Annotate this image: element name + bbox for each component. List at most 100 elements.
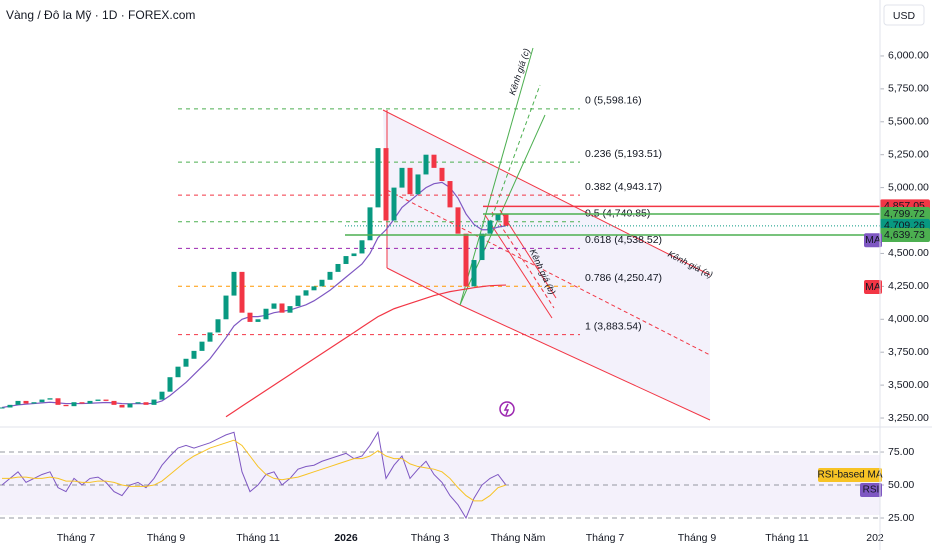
fib-label: 0.786 (4,250.47)	[585, 272, 662, 284]
candle-body	[471, 260, 477, 287]
currency: USD	[893, 10, 916, 22]
candle-body	[263, 308, 269, 320]
candle-body	[143, 402, 149, 405]
candle-body	[463, 233, 469, 287]
x-tick-label: Tháng 3	[411, 532, 450, 544]
y-tick-label: 4,500.00	[888, 247, 929, 259]
currency-button[interactable]	[883, 4, 925, 26]
y-tick-label: 3,500.00	[888, 379, 929, 391]
candle-body	[487, 220, 493, 234]
candle-body	[87, 400, 93, 404]
candle-body	[39, 399, 45, 403]
y-tick-label: 50.00	[888, 479, 914, 491]
ma-tag	[864, 280, 882, 295]
candle-body	[423, 154, 429, 175]
x-tick-label: Tháng 9	[678, 532, 717, 544]
channel-line	[382, 109, 711, 276]
candle-body	[303, 290, 309, 296]
candle-body	[7, 404, 13, 408]
y-tick-label: 75.00	[888, 446, 914, 458]
candle-body	[239, 271, 245, 313]
y-tick-label: 5,000.00	[888, 181, 929, 193]
y-tick-label: 4,250.00	[888, 280, 929, 292]
ma-tag	[864, 233, 882, 248]
fib-label: 0.236 (5,193.51)	[585, 148, 662, 160]
candle-body	[167, 377, 173, 392]
fib-label: 0.618 (4,538.52)	[585, 234, 662, 246]
candle-body	[207, 332, 213, 342]
candle-body	[111, 400, 117, 405]
candle-body	[327, 271, 333, 280]
y-tick-label: 3,250.00	[888, 412, 929, 424]
candle-body	[383, 148, 389, 221]
y-tick-label: 5,250.00	[888, 148, 929, 160]
candle-body	[23, 400, 29, 404]
x-tick-label: Tháng 11	[765, 532, 809, 544]
x-tick-label: 2026	[334, 532, 358, 544]
ma-tag-label: MA	[865, 234, 881, 246]
candle-body	[215, 319, 221, 333]
candle-body	[151, 399, 157, 405]
candle-body	[95, 399, 101, 401]
price-tag	[880, 228, 930, 243]
symbol-title: Vàng / Đô la Mỹ · 1D · FOREX.com	[6, 8, 195, 22]
channel-line	[484, 214, 553, 319]
candle-body	[0, 407, 5, 409]
candle-body	[351, 253, 357, 257]
ma-tag-label: MA	[865, 281, 881, 293]
legend-label: RSI	[863, 485, 880, 496]
y-tick-label: 4,000.00	[888, 313, 929, 325]
channel-fill	[383, 110, 710, 420]
candle-body	[343, 256, 349, 264]
x-tick-label: Tháng 11	[236, 532, 280, 544]
candle-body	[231, 271, 237, 296]
candle-body	[71, 402, 77, 407]
candle-body	[415, 174, 421, 195]
event-icon	[503, 403, 510, 416]
candle-body	[63, 404, 69, 407]
candle-body	[127, 403, 133, 408]
candle-body	[375, 148, 381, 208]
candle-body	[47, 398, 53, 400]
channel-line	[459, 304, 711, 421]
y-tick-label: 3,750.00	[888, 346, 929, 358]
candle-body	[279, 303, 285, 313]
candle-body	[159, 391, 165, 400]
fib-label: 0 (5,598.16)	[585, 95, 642, 107]
candle-body	[255, 319, 261, 322]
y-tick-label: 5,750.00	[888, 83, 929, 95]
candle-body	[223, 295, 229, 320]
candle-body	[271, 303, 277, 309]
price-tag-label: 4,799.72	[884, 208, 925, 220]
candle-body	[439, 167, 445, 182]
legend-tag	[818, 468, 882, 482]
candle-body	[15, 400, 21, 405]
candle-body	[311, 286, 317, 291]
candle-body	[335, 263, 341, 272]
ma-line	[225, 284, 507, 418]
candle-body	[79, 402, 85, 404]
ma-line	[1, 181, 507, 409]
candle-body	[135, 402, 141, 404]
rsi-line	[1, 430, 507, 520]
price-tag	[880, 206, 930, 221]
channel-line	[499, 209, 557, 299]
candle-body	[247, 312, 253, 322]
legend-tag	[860, 483, 882, 497]
candle-body	[399, 167, 405, 188]
channel-mid	[491, 211, 555, 309]
candle-body	[175, 366, 181, 378]
candle-body	[191, 350, 197, 359]
y-tick-label: 25.00	[888, 512, 914, 524]
candle-body	[359, 240, 365, 254]
event-icon[interactable]	[499, 401, 515, 417]
candle-body	[183, 358, 189, 367]
x-tick-label: Tháng 7	[586, 532, 625, 544]
channel-line	[386, 267, 461, 306]
channel-mid	[386, 189, 711, 356]
x-tick-label: 202	[866, 532, 884, 544]
candle-body	[431, 154, 437, 168]
candle-body	[31, 402, 37, 404]
x-tick-label: Tháng 9	[147, 532, 186, 544]
candle-body	[55, 398, 61, 405]
